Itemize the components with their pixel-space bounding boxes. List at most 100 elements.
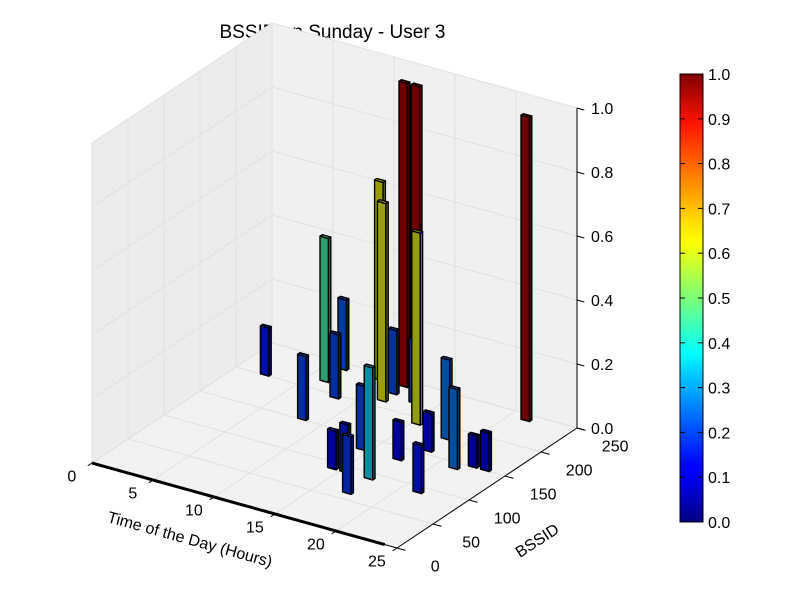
z-tick-mark [576, 107, 585, 111]
z-tick-mark [576, 363, 585, 367]
baseline-segment [176, 485, 191, 492]
grid-line-z [91, 214, 578, 336]
z-tick-label: 0.8 [591, 165, 613, 182]
x-tick-label: 0 [67, 468, 76, 485]
bar [326, 426, 340, 471]
bar-side-face [335, 429, 340, 471]
y-tick-label: 200 [566, 463, 593, 480]
baseline-segment [225, 498, 239, 506]
baseline-segment [250, 505, 264, 513]
bar-top-face [259, 323, 272, 329]
baseline-segment [274, 512, 288, 519]
colorbar-tick-label: 0.9 [708, 112, 730, 129]
x-tick-label: 10 [185, 502, 203, 519]
colorbar-tick-label: 1.0 [708, 67, 730, 84]
bar-top-face [341, 432, 355, 438]
colorbar-tick-label: 0.4 [708, 336, 730, 353]
x-tick-label: 25 [368, 553, 386, 570]
baseline-segment [298, 519, 313, 526]
bar [448, 385, 461, 471]
bar-top-face [326, 426, 340, 433]
y-tick-label: 50 [462, 535, 480, 552]
bar-side-face [420, 443, 425, 495]
baseline-segment [372, 539, 386, 547]
bar [412, 441, 425, 495]
y-tick-mark [504, 475, 514, 479]
baseline-segment [115, 468, 130, 475]
y-tick-mark [432, 523, 442, 527]
bar-front-face [520, 114, 531, 423]
colorbar-tick-label: 0.3 [708, 381, 730, 398]
bar-top-face [411, 228, 424, 234]
z-tick-label: 1.0 [591, 101, 613, 118]
bar [341, 432, 355, 496]
colorbar-tick-label: 0.6 [708, 246, 730, 263]
bars-layer [91, 78, 533, 547]
bar-front-face [376, 200, 387, 403]
colorbar-tick-label: 0.0 [708, 515, 730, 532]
bar-front-face [479, 430, 490, 473]
baseline-segment [152, 478, 166, 485]
colorbar-tick-label: 0.1 [708, 470, 730, 487]
baseline-segment [335, 529, 349, 536]
bar-front-face [259, 325, 270, 377]
bar-top-face [387, 326, 400, 332]
bar-front-face [412, 442, 423, 495]
baseline-segment [213, 495, 227, 502]
bar-top-face [422, 409, 435, 415]
x-tick-label: 20 [307, 536, 325, 553]
bar-front-face [363, 364, 374, 481]
y-tick-label: 0 [431, 559, 440, 576]
bar-top-face [392, 417, 405, 424]
x-tick-mark [87, 462, 93, 467]
z-tick-mark [576, 171, 585, 175]
bar [479, 428, 493, 473]
x-tick-label: 5 [128, 485, 137, 502]
bar-front-face [392, 419, 403, 462]
bar-top-face [373, 177, 387, 184]
z-tick-mark [576, 235, 585, 239]
bar-front-face [467, 433, 478, 469]
bar [422, 409, 435, 453]
x-tick-mark [270, 513, 276, 518]
bar-side-face [385, 201, 389, 403]
bar-front-face [411, 230, 421, 426]
bar-top-face [440, 355, 453, 361]
bar [376, 198, 389, 403]
y-tick-label: 250 [602, 439, 629, 456]
baseline-segment [164, 481, 178, 489]
bar-front-face [341, 433, 352, 496]
y-tick-mark [396, 547, 406, 551]
bar [259, 323, 272, 377]
bar-top-face [296, 352, 310, 358]
z-tick-label: 0.6 [591, 229, 613, 246]
bar-top-face [339, 420, 352, 426]
colorbar-tick-label: 0.5 [708, 291, 730, 308]
bar [520, 112, 533, 423]
bar-side-face [396, 328, 400, 396]
bar-front-face [319, 235, 330, 384]
z-tick-label: 0.4 [591, 293, 613, 310]
y-tick-mark [540, 451, 550, 455]
x-tick-label: 15 [246, 519, 264, 536]
colorbar: 0.0 0.1 0.2 0.3 0.4 0.5 0.6 0.7 0.8 0.9 1.0 [679, 67, 730, 532]
bar-side-face [350, 434, 355, 496]
colorbar-tick-label: 0.7 [708, 201, 730, 218]
bar-side-face [476, 433, 480, 469]
z-tick-mark [576, 427, 585, 431]
bar-side-face [345, 297, 350, 372]
bar-front-face [398, 80, 409, 389]
grid-line-z [91, 150, 578, 272]
bar-side-face [305, 354, 310, 422]
bar [387, 326, 400, 396]
grid-line-z [91, 342, 578, 464]
bar-top-face [329, 330, 342, 336]
bar-side-face [400, 420, 405, 462]
y-tick-label: 150 [530, 487, 557, 504]
bar-side-face [488, 430, 493, 473]
bar-front-face [326, 428, 337, 471]
baseline-segment [140, 475, 154, 482]
z-tick-label: 0.2 [591, 357, 613, 374]
baseline-segment [262, 509, 276, 516]
